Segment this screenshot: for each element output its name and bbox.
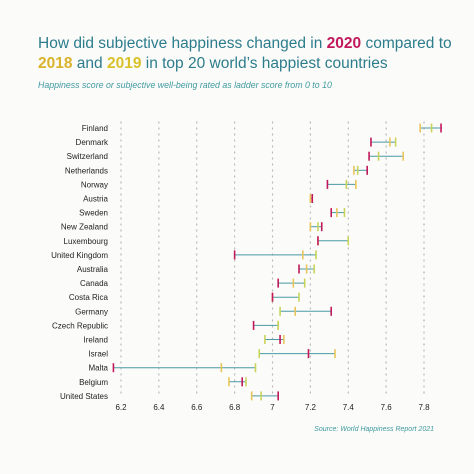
country-label: Australia: [77, 265, 109, 274]
title-year-2019: 2019: [106, 55, 142, 72]
country-label: New Zealand: [61, 223, 108, 232]
country-label: Germany: [75, 307, 108, 316]
title-part-3: and: [72, 55, 107, 72]
country-label: Luxembourg: [64, 237, 108, 246]
x-tick-label: 7.6: [381, 403, 393, 412]
source-note: Source: World Happiness Report 2021: [314, 426, 434, 433]
x-tick-label: 6.2: [115, 403, 127, 412]
country-label: United Kingdom: [51, 251, 108, 260]
x-tick-label: 6.4: [153, 403, 165, 412]
x-tick-label: 7.8: [418, 403, 430, 412]
chart-subtitle: Happiness score or subjective well-being…: [38, 80, 332, 90]
title-part-2: compared to: [361, 35, 452, 52]
country-label: United States: [60, 392, 108, 401]
x-tick-label: 7: [270, 403, 275, 412]
country-label: Belgium: [79, 378, 108, 387]
chart-title: How did subjective happiness changed in …: [38, 34, 458, 74]
country-label: Malta: [88, 364, 108, 373]
title-year-2018: 2018: [38, 55, 73, 72]
title-part-1: How did subjective happiness changed in: [38, 35, 327, 52]
country-label: Sweden: [79, 209, 108, 218]
country-label: Denmark: [76, 138, 109, 147]
x-tick-label: 7.4: [343, 403, 355, 412]
x-tick-label: 7.2: [305, 403, 317, 412]
country-label: Switzerland: [67, 152, 108, 161]
country-label: Israel: [88, 350, 108, 359]
country-label: Czech Republic: [52, 321, 108, 330]
title-part-4: in top 20 world’s happiest countries: [141, 55, 388, 72]
country-label: Finland: [82, 124, 108, 133]
country-label: Netherlands: [65, 166, 108, 175]
title-year-2020: 2020: [326, 35, 362, 52]
country-label: Costa Rica: [69, 293, 109, 302]
country-label: Canada: [80, 279, 109, 288]
x-tick-label: 6.6: [191, 403, 203, 412]
country-label: Austria: [83, 195, 108, 204]
country-label: Norway: [81, 180, 108, 189]
x-tick-label: 6.8: [229, 403, 241, 412]
country-label: Ireland: [84, 336, 108, 345]
